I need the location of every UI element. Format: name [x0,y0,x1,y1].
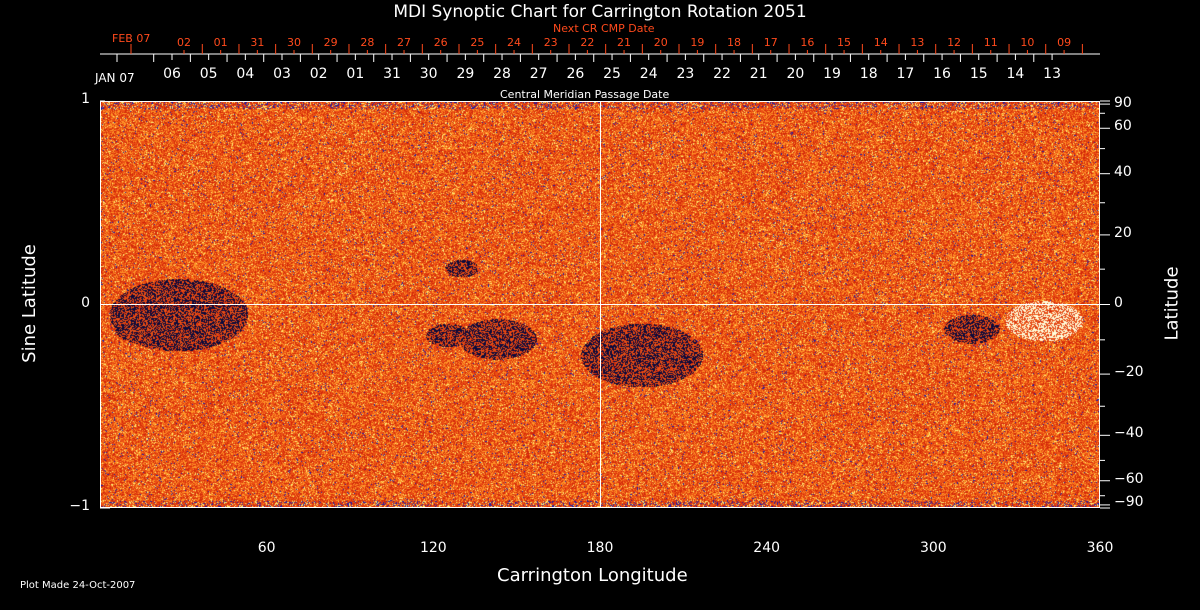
y2-tick-label: −60 [1114,471,1144,487]
y2-tick-label: 60 [1114,118,1132,134]
y2-tick-label: −40 [1114,425,1144,441]
x-tick-label: 60 [237,540,297,556]
y2-tick-label: 90 [1114,95,1132,111]
meridian-180-line [600,102,601,507]
x-tick-label: 120 [403,540,463,556]
x-tick-label: 300 [903,540,963,556]
y-tick-label: −1 [30,498,90,514]
y2-tick-label: 40 [1114,164,1132,180]
y2-axis-label: Latitude [1162,266,1183,340]
y2-tick-label: −20 [1114,364,1144,380]
plot-made-note: Plot Made 24-Oct-2007 [20,580,135,591]
x-tick-label: 240 [737,540,797,556]
x-tick-label: 180 [570,540,630,556]
synoptic-map [100,101,1100,508]
y2-tick-label: −90 [1114,494,1144,510]
y2-tick-label: 0 [1114,295,1123,311]
y-tick-label: 1 [30,91,90,107]
y-axis-label: Sine Latitude [19,244,40,363]
x-tick-label: 360 [1070,540,1130,556]
y2-tick-label: 20 [1114,225,1132,241]
x-axis-label: Carrington Longitude [497,565,688,586]
